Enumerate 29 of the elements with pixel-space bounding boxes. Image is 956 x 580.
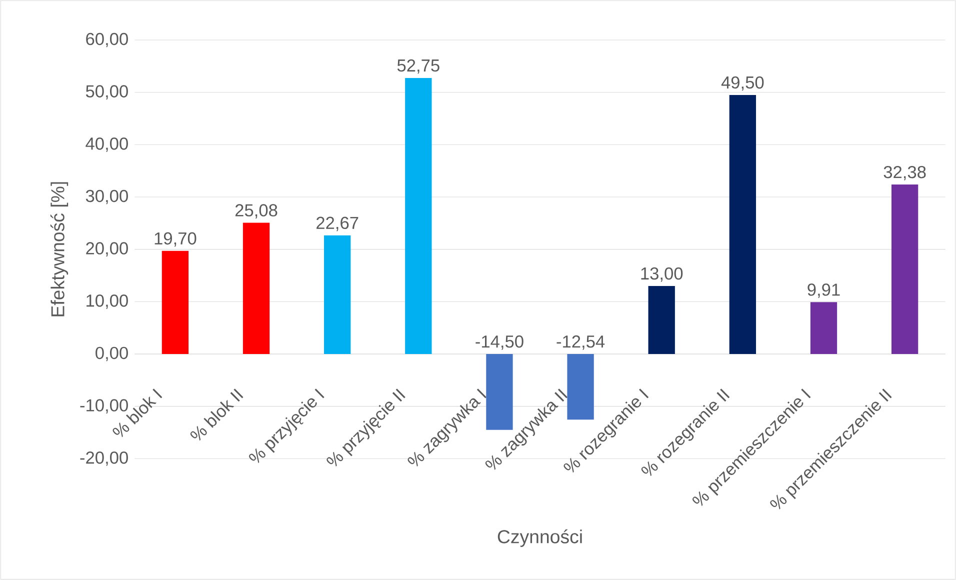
data-label: 19,70 bbox=[154, 232, 196, 247]
bar bbox=[405, 78, 432, 354]
y-axis-title: Efektywność [%] bbox=[50, 182, 68, 316]
x-axis-title: Czynności bbox=[498, 529, 582, 547]
y-tick-label: 40,00 bbox=[86, 138, 128, 152]
bar bbox=[810, 302, 838, 354]
y-tick-label: 30,00 bbox=[86, 190, 128, 204]
data-label: 13,00 bbox=[641, 267, 683, 282]
y-tick-label: 60,00 bbox=[86, 32, 128, 48]
y-tick-label: 50,00 bbox=[86, 85, 128, 100]
bar bbox=[162, 250, 189, 354]
data-label: -14,50 bbox=[476, 335, 524, 350]
x-tick-label: % blok II bbox=[190, 388, 244, 441]
bar bbox=[648, 286, 675, 354]
bar bbox=[891, 184, 918, 354]
data-label: 25,08 bbox=[235, 204, 278, 218]
data-label: 9,91 bbox=[808, 284, 840, 298]
y-tick-label: 0,00 bbox=[96, 346, 128, 362]
y-tick-label: -20,00 bbox=[80, 451, 128, 466]
data-label: 49,50 bbox=[721, 76, 764, 91]
data-label: 52,75 bbox=[397, 59, 440, 74]
data-label: -12,54 bbox=[556, 335, 605, 350]
bar bbox=[242, 222, 270, 354]
data-label: 32,38 bbox=[884, 166, 926, 180]
y-tick-label: 20,00 bbox=[86, 242, 128, 256]
data-label: 22,67 bbox=[316, 216, 358, 232]
bar bbox=[729, 94, 756, 354]
bar bbox=[324, 235, 351, 354]
y-tick-label: 10,00 bbox=[86, 294, 128, 309]
